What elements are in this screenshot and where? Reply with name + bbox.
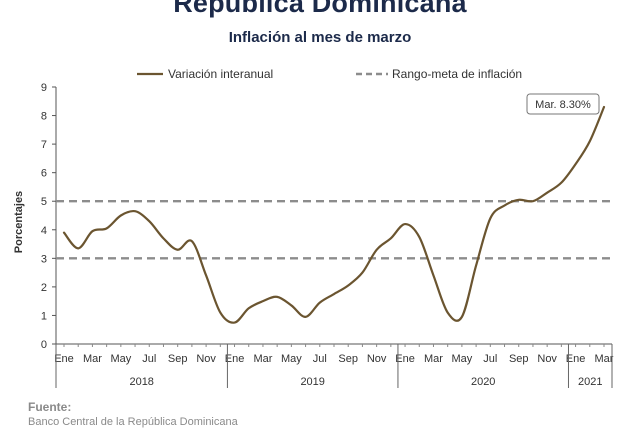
annotation-label: Mar. 8.30% (535, 99, 591, 111)
page-title: República Dominicana (173, 0, 467, 18)
source-text: Banco Central de la República Dominicana (28, 416, 238, 428)
y-tick-label: 2 (41, 282, 47, 294)
year-label: 2019 (300, 376, 324, 388)
y-tick-label: 5 (41, 196, 47, 208)
x-tick-label: Mar (253, 353, 272, 365)
x-tick-label: Ene (395, 353, 415, 365)
chart-legend: Variación interanual Rango-meta de infla… (137, 67, 522, 81)
x-tick-label: Nov (196, 353, 216, 365)
y-tick-label: 8 (41, 111, 47, 123)
legend-label-variacion: Variación interanual (168, 67, 273, 81)
year-label: 2021 (578, 376, 602, 388)
legend-label-rango-meta: Rango-meta de inflación (392, 67, 522, 81)
target-band-lines (56, 200, 612, 260)
x-tick-label: Sep (168, 353, 188, 365)
x-tick-label: Nov (537, 353, 557, 365)
x-tick-label: Sep (338, 353, 358, 365)
y-axis-label: Porcentajes (13, 191, 25, 253)
x-tick-label: Mar (83, 353, 102, 365)
y-tick-label: 0 (41, 339, 47, 351)
x-tick-label: Ene (54, 353, 74, 365)
year-label: 2020 (471, 376, 495, 388)
x-tick-label: Ene (566, 353, 586, 365)
y-tick-label: 4 (41, 225, 47, 237)
last-value-annotation: Mar. 8.30% (526, 93, 600, 115)
y-ticks: 0 1 2 3 4 5 6 7 8 9 (41, 82, 56, 351)
x-tick-label: May (110, 353, 131, 365)
inflation-line-chart: Variación interanual Rango-meta de infla… (13, 67, 614, 388)
x-ticks: Ene Mar May Jul Sep Nov Ene Mar May Jul Sep Nov Ene M… (54, 344, 614, 365)
y-tick-label: 9 (41, 82, 47, 94)
y-tick-label: 1 (41, 310, 47, 322)
x-tick-label: Jul (313, 353, 327, 365)
x-tick-label: May (452, 353, 473, 365)
series-line-variacion-interanual (62, 105, 606, 324)
source-label: Fuente: (28, 400, 72, 414)
year-labels: 2018 2019 2020 2021 (55, 344, 613, 388)
chart-subtitle: Inflación al mes de marzo (228, 29, 412, 46)
x-tick-label: Mar (424, 353, 443, 365)
year-label: 2018 (129, 376, 153, 388)
x-tick-label: Jul (142, 353, 156, 365)
y-tick-label: 6 (41, 168, 47, 180)
x-tick-label: Mar (595, 353, 614, 365)
x-tick-label: Nov (367, 353, 387, 365)
x-tick-label: Ene (225, 353, 245, 365)
x-tick-label: Jul (483, 353, 497, 365)
y-tick-label: 7 (41, 139, 47, 151)
y-tick-label: 3 (41, 253, 47, 265)
annotation-box (526, 93, 600, 115)
x-tick-label: Sep (509, 353, 529, 365)
x-tick-label: May (281, 353, 302, 365)
